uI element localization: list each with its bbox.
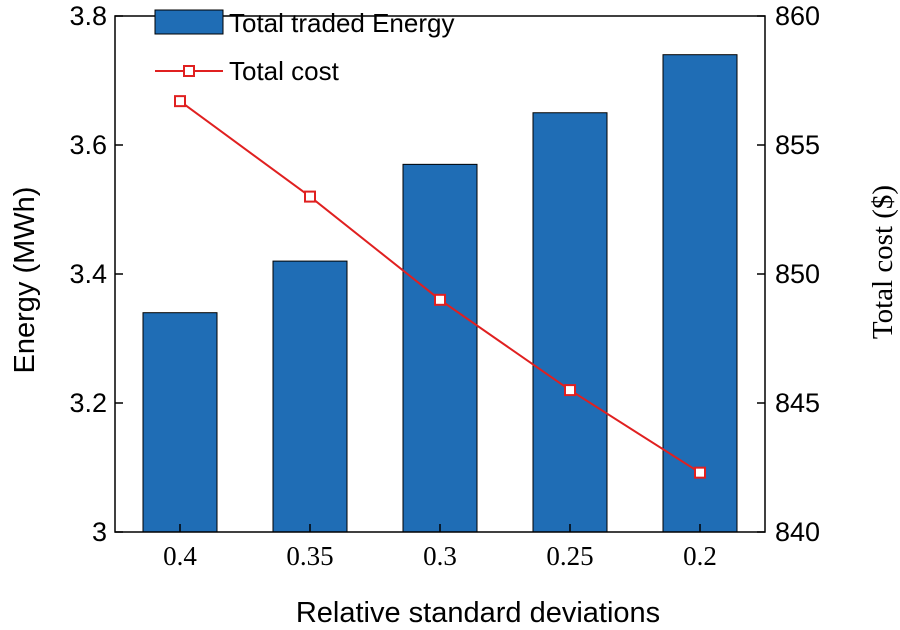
cost-line-layer xyxy=(174,95,706,479)
legend-bar-swatch xyxy=(154,9,224,35)
y2-tick-label: 860 xyxy=(775,1,820,31)
x-tick-label: 0.4 xyxy=(163,541,197,571)
cost-point-0.25 xyxy=(564,384,576,397)
left-axis-ticks: 3 3.2 3.4 3.6 3.8 xyxy=(69,1,123,547)
bar-0.3 xyxy=(402,163,478,533)
bars-layer xyxy=(142,54,738,533)
bar-0.4 xyxy=(142,312,218,533)
x-axis-ticks: 0.4 0.35 0.3 0.25 0.2 xyxy=(163,524,717,571)
right-axis-ticks: 840 845 850 855 860 xyxy=(757,1,820,547)
y-tick-label: 3 xyxy=(92,517,107,547)
x-tick-label: 0.2 xyxy=(683,541,717,571)
cost-point-0.4 xyxy=(174,95,186,108)
x-tick-label: 0.25 xyxy=(546,541,593,571)
y2-tick-label: 855 xyxy=(775,130,820,160)
legend-label-cost: Total cost xyxy=(229,56,340,86)
bar-0.35 xyxy=(272,260,348,533)
y2-tick-label: 840 xyxy=(775,517,820,547)
y-tick-label: 3.8 xyxy=(69,1,107,31)
cost-point-0.35 xyxy=(304,190,316,203)
bar-0.2 xyxy=(662,54,738,533)
y2-tick-label: 850 xyxy=(775,259,820,289)
x-tick-label: 0.3 xyxy=(423,541,457,571)
y-axis-label: Energy (MWh) xyxy=(9,187,41,374)
x-tick-label: 0.35 xyxy=(286,541,333,571)
legend: Total traded Energy Total cost xyxy=(154,8,454,86)
y-tick-label: 3.2 xyxy=(69,388,107,418)
y-tick-label: 3.4 xyxy=(69,259,107,289)
legend-marker xyxy=(183,65,195,77)
x-axis-label: Relative standard deviations xyxy=(296,597,660,629)
cost-point-0.2 xyxy=(694,466,706,479)
y2-axis-label: Total cost ($) xyxy=(867,185,899,339)
bar-0.25 xyxy=(532,112,608,533)
y2-tick-label: 845 xyxy=(775,388,820,418)
legend-label-energy: Total traded Energy xyxy=(229,8,454,38)
y-tick-label: 3.6 xyxy=(69,130,107,160)
cost-point-0.3 xyxy=(434,293,446,306)
